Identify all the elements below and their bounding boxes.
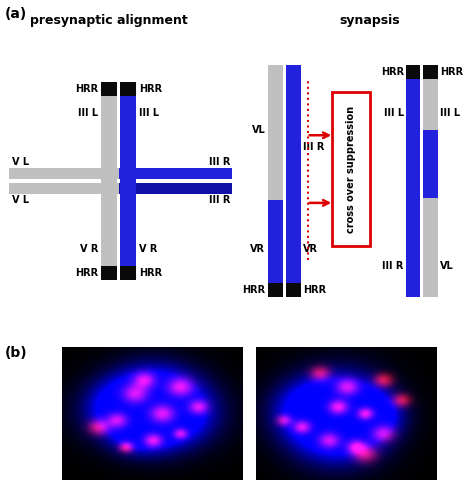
- Bar: [423, 65, 438, 297]
- Text: III L: III L: [138, 108, 159, 118]
- Bar: [100, 82, 118, 280]
- Text: III L: III L: [78, 108, 99, 118]
- Text: HRR: HRR: [75, 84, 99, 94]
- Bar: [119, 82, 137, 96]
- Bar: [268, 284, 283, 297]
- Text: VR: VR: [250, 245, 265, 254]
- Text: III L: III L: [384, 108, 404, 118]
- Bar: [332, 92, 370, 246]
- Bar: [406, 65, 420, 297]
- Text: V R: V R: [80, 245, 99, 254]
- Bar: [119, 82, 137, 280]
- Bar: [286, 284, 301, 297]
- Text: III R: III R: [383, 261, 404, 271]
- Text: synapsis: synapsis: [339, 14, 400, 27]
- Bar: [406, 65, 420, 79]
- Bar: [423, 65, 438, 79]
- Bar: [268, 65, 283, 297]
- Bar: [423, 130, 438, 198]
- Bar: [9, 168, 119, 179]
- Bar: [100, 266, 118, 280]
- Bar: [119, 266, 137, 280]
- Text: VL: VL: [440, 261, 454, 271]
- Bar: [286, 65, 301, 297]
- Text: cross over suppression: cross over suppression: [346, 105, 356, 233]
- Bar: [118, 183, 232, 194]
- Text: III R: III R: [209, 196, 230, 205]
- Text: VR: VR: [303, 245, 319, 254]
- Bar: [9, 183, 232, 194]
- Bar: [100, 82, 118, 96]
- Text: HRR: HRR: [303, 285, 327, 296]
- Text: HRR: HRR: [440, 67, 463, 77]
- Text: V L: V L: [12, 196, 29, 205]
- Text: III R: III R: [303, 142, 325, 152]
- Text: HRR: HRR: [381, 67, 404, 77]
- Text: III L: III L: [440, 108, 460, 118]
- Text: HRR: HRR: [75, 268, 99, 278]
- Text: HRR: HRR: [242, 285, 265, 296]
- Text: presynaptic alignment: presynaptic alignment: [30, 14, 188, 27]
- Text: HRR: HRR: [138, 268, 162, 278]
- Text: III R: III R: [209, 157, 230, 167]
- Text: (a): (a): [5, 7, 27, 21]
- Bar: [118, 168, 232, 179]
- Text: HRR: HRR: [138, 84, 162, 94]
- Text: V R: V R: [138, 245, 157, 254]
- Text: V L: V L: [12, 157, 29, 167]
- Text: VL: VL: [252, 125, 265, 135]
- Text: (b): (b): [5, 346, 27, 360]
- Bar: [268, 199, 283, 297]
